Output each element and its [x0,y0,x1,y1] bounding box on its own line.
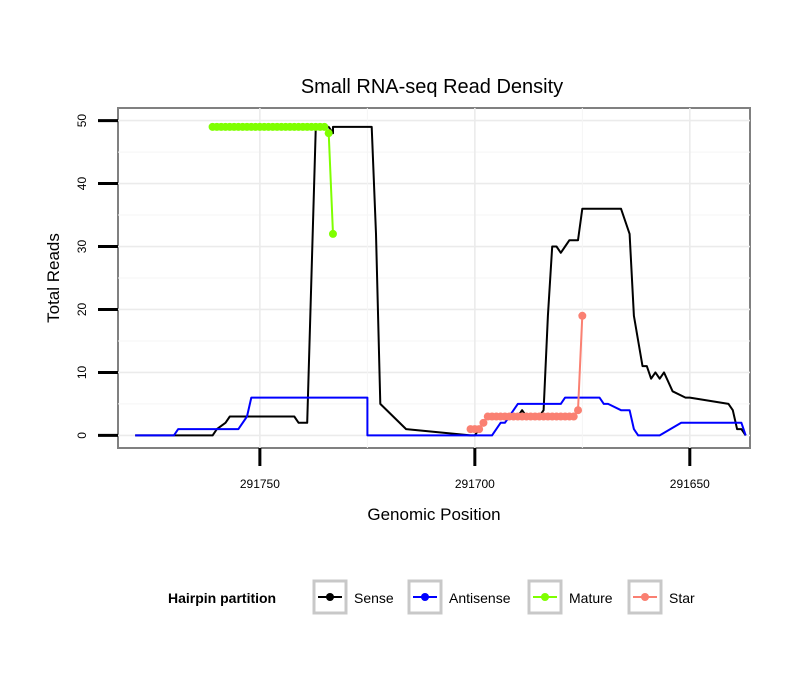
legend-title: Hairpin partition [168,590,276,606]
series-mature [208,122,337,238]
star-point [578,311,587,320]
axes: 0 10 20 30 40 50 291750 291700 291650 [75,114,710,491]
mature-point [328,229,337,238]
x-tick-label: 291750 [240,477,280,491]
x-tick-label: 291650 [670,477,710,491]
legend-label-antisense: Antisense [449,590,511,606]
series-star [466,311,587,434]
x-axis-title: Genomic Position [367,505,500,524]
star-point [569,412,578,421]
legend-label-sense: Sense [354,590,394,606]
legend-key-point [326,593,334,601]
y-tick-label: 30 [75,240,89,254]
y-tick-label: 40 [75,177,89,191]
star-point [479,418,488,427]
legend-label-star: Star [669,590,695,606]
legend-item-sense: Sense [312,579,394,615]
series [135,122,747,437]
y-axis-title: Total Reads [44,233,63,323]
x-tick-label: 291700 [455,477,495,491]
legend-key-point [421,593,429,601]
y-tick-label: 10 [75,365,89,379]
legend-key-point [641,593,649,601]
mature-point [320,122,329,131]
y-tick-label: 20 [75,302,89,316]
legend-label-mature: Mature [569,590,613,606]
legend-item-star: Star [627,579,695,615]
y-tick-label: 0 [75,432,89,439]
star-point [574,406,583,415]
mature-point [324,129,333,138]
chart-title: Small RNA-seq Read Density [301,76,563,98]
y-tick-label: 50 [75,114,89,128]
legend-item-mature: Mature [527,579,613,615]
star-point [475,425,484,434]
legend-item-antisense: Antisense [407,579,511,615]
legend: Hairpin partition Sense Antisense Mature St… [168,579,695,615]
legend-key-point [541,593,549,601]
